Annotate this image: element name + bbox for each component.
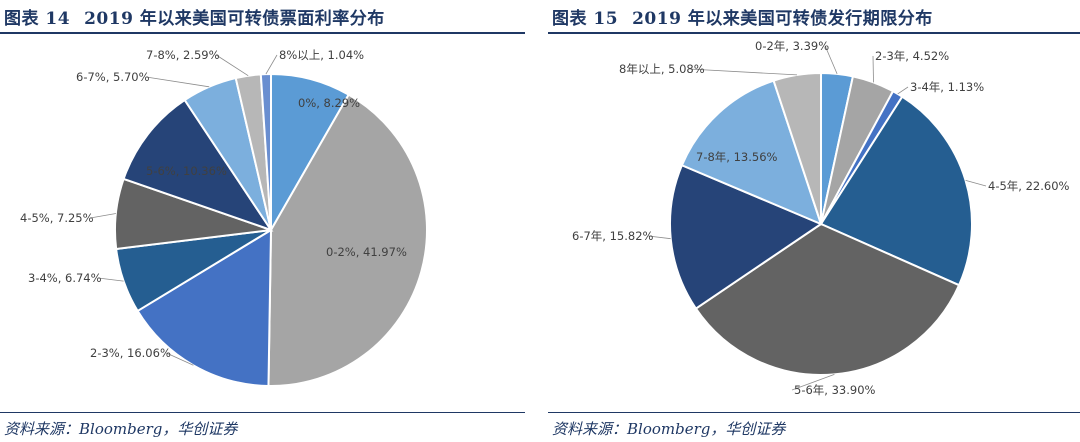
pie-slice-6-7y-5 bbox=[669, 163, 824, 310]
data-labels: 0%, 8.29% 0-2%, 41.97% 2-3%, 16.06% 3-4%, 6… bbox=[20, 48, 407, 360]
data-label-6-7y-5: 6-7年, 15.82% bbox=[572, 229, 654, 243]
data-label-2-3y-1: 2-3年, 4.52% bbox=[875, 49, 949, 63]
chart-title-left: 图表 14 2019 年以来美国可转债票面利率分布 bbox=[4, 4, 399, 29]
leader-line-8yplus-7 bbox=[689, 68, 798, 76]
pie-slice-4-5y-3 bbox=[819, 95, 973, 287]
data-label-8pctplus-8: 8%以上, 1.04% bbox=[279, 48, 364, 62]
chart-panel-left: 图表 14 2019 年以来美国可转债票面利率分布 0%, 8.29% 0-2%, … bbox=[0, 0, 525, 442]
source-rule-left bbox=[0, 412, 525, 413]
data-label-0-2y-0: 0-2年, 3.39% bbox=[755, 39, 829, 53]
leader-line-6-7pct-6 bbox=[146, 76, 210, 88]
data-labels: 0-2年, 3.39% 2-3年, 4.52% 3-4年, 1.13% 4-5年, 2… bbox=[572, 39, 1070, 397]
data-label-5-6pct-5: 5-6%, 10.36% bbox=[146, 164, 227, 178]
leader-line-5-6y-4 bbox=[791, 374, 835, 391]
leader-lines bbox=[90, 54, 278, 366]
figure-label-left: 图表 14 bbox=[4, 9, 71, 29]
source-note-right: 资料来源：Bloomberg，华创证券 bbox=[552, 420, 786, 438]
data-label-2-3pct-2: 2-3%, 16.06% bbox=[90, 346, 171, 360]
data-label-0-2pct-1: 0-2%, 41.97% bbox=[326, 245, 407, 259]
leader-line-0-2y-0 bbox=[824, 45, 838, 75]
leader-line-2-3y-1 bbox=[872, 55, 874, 83]
title-text-left: 2019 年以来美国可转债票面利率分布 bbox=[84, 9, 385, 29]
title-text-right: 2019 年以来美国可转债发行期限分布 bbox=[632, 9, 933, 29]
data-label-6-7pct-6: 6-7%, 5.70% bbox=[76, 70, 150, 84]
title-rule-right bbox=[548, 32, 1080, 34]
leader-line-8pctplus-8 bbox=[265, 54, 278, 75]
pie-slice-8yplus-7 bbox=[772, 71, 822, 225]
data-label-3-4y-2: 3-4年, 1.13% bbox=[910, 80, 984, 94]
leader-line-2-3pct-2 bbox=[166, 352, 194, 366]
pie-chart-coupon-rate: 0%, 8.29% 0-2%, 41.97% 2-3%, 16.06% 3-4%, 6… bbox=[20, 48, 428, 387]
leader-lines bbox=[648, 45, 987, 391]
leader-line-3-4pct-3 bbox=[98, 277, 124, 282]
data-label-4-5pct-4: 4-5%, 7.25% bbox=[20, 211, 94, 225]
data-label-0pct-0: 0%, 8.29% bbox=[298, 96, 360, 110]
leader-line-4-5pct-4 bbox=[90, 213, 116, 219]
leader-line-7-8pct-7 bbox=[215, 54, 249, 77]
leader-line-3-4y-2 bbox=[897, 86, 909, 95]
pie-slice-0-2pct-1 bbox=[267, 93, 428, 387]
leader-line-4-5y-3 bbox=[965, 180, 987, 187]
pie-slice-5-6pct-5 bbox=[122, 98, 274, 232]
data-label-7-8y-6: 7-8年, 13.56% bbox=[696, 150, 778, 164]
data-label-7-8pct-7: 7-8%, 2.59% bbox=[146, 48, 220, 62]
data-label-4-5y-3: 4-5年, 22.60% bbox=[988, 179, 1070, 193]
figure-label-right: 图表 15 bbox=[552, 9, 619, 29]
chart-panel-right: 图表 15 2019 年以来美国可转债发行期限分布 0-2年, 3.39% 2-3年… bbox=[548, 0, 1080, 442]
data-label-8yplus-7: 8年以上, 5.08% bbox=[619, 62, 705, 76]
source-note-left: 资料来源：Bloomberg，华创证券 bbox=[4, 420, 238, 438]
pie-chart-maturity: 0-2年, 3.39% 2-3年, 4.52% 3-4年, 1.13% 4-5年, 2… bbox=[572, 39, 1070, 397]
pie-slices bbox=[669, 71, 973, 376]
title-rule-left bbox=[0, 32, 525, 34]
leader-line-6-7y-5 bbox=[648, 235, 671, 240]
pie-slices bbox=[114, 72, 428, 387]
data-label-5-6y-4: 5-6年, 33.90% bbox=[794, 383, 876, 397]
data-label-3-4pct-3: 3-4%, 6.74% bbox=[28, 271, 102, 285]
pie-slice-7-8y-6 bbox=[680, 79, 823, 226]
chart-title-right: 图表 15 2019 年以来美国可转债发行期限分布 bbox=[552, 4, 947, 29]
source-rule-right bbox=[548, 412, 1080, 413]
